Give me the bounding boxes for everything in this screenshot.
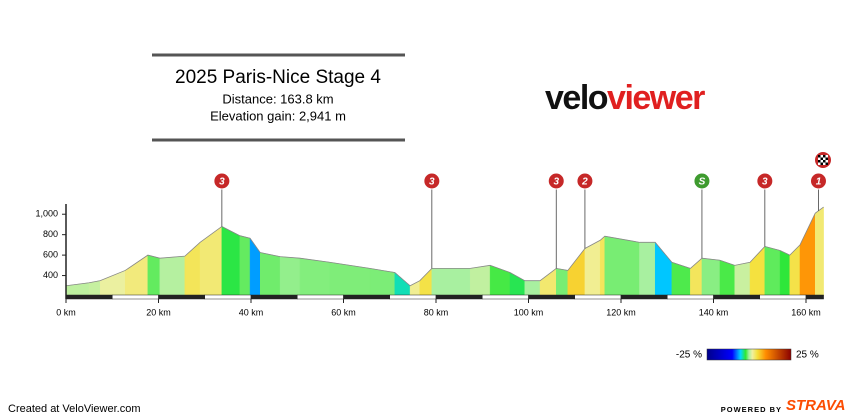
x-tick-label: 0 km xyxy=(56,307,76,317)
climb-label: 3 xyxy=(429,177,435,188)
brand: STRAVA xyxy=(786,397,845,414)
profile-segment xyxy=(147,254,161,297)
profile-segment xyxy=(260,252,281,297)
distance-band xyxy=(667,294,714,300)
distance-band xyxy=(435,294,483,300)
profile-segment xyxy=(556,268,569,297)
profile-segment xyxy=(567,247,586,297)
distance-band xyxy=(112,294,159,300)
distance-band xyxy=(713,294,760,300)
y-tick-label: 400 xyxy=(43,270,58,280)
legend-min: -25 % xyxy=(676,350,702,361)
gradient-legend xyxy=(706,348,792,361)
climb-label: 3 xyxy=(219,177,225,188)
climb-marker xyxy=(213,172,231,190)
profile-segment xyxy=(184,241,201,297)
distance-band xyxy=(528,294,575,300)
x-tick-label: 40 km xyxy=(239,307,264,317)
y-tick-label: 800 xyxy=(43,229,58,239)
climb-marker xyxy=(423,172,441,190)
profile-segment xyxy=(584,239,601,297)
x-tick-label: 160 km xyxy=(791,307,821,317)
logo-part: velo xyxy=(545,79,608,117)
profile-segment xyxy=(249,237,261,297)
created: Created at VeloViewer.com xyxy=(8,403,140,415)
profile-segment xyxy=(604,235,640,297)
x-tick-label: 20 km xyxy=(146,307,171,317)
profile-segment xyxy=(789,244,801,297)
climb-label: 3 xyxy=(762,177,768,188)
title: 2025 Paris-Nice Stage 4 xyxy=(175,67,381,88)
profile-segment xyxy=(764,246,781,297)
x-tick-label: 140 km xyxy=(699,307,729,317)
climb-label: 1 xyxy=(816,177,822,188)
x-tick-label: 100 km xyxy=(514,307,544,317)
climb-marker xyxy=(576,172,594,190)
distance-band xyxy=(482,294,529,300)
profile-segment xyxy=(221,226,241,297)
elevation-gain: Elevation gain: 2,941 m xyxy=(210,108,346,123)
profile-segment xyxy=(779,250,791,297)
logo-part: viewer xyxy=(607,79,705,117)
distance: Distance: 163.8 km xyxy=(222,91,333,106)
y-tick-label: 600 xyxy=(43,249,58,259)
profile-segment xyxy=(419,267,433,297)
distance-band xyxy=(297,294,344,300)
y-tick-label: 1,000 xyxy=(35,209,58,219)
profile-segment xyxy=(799,213,816,297)
climb-label: 3 xyxy=(553,177,559,188)
distance-band xyxy=(759,294,807,300)
profile-segment xyxy=(654,241,673,297)
profile-segment xyxy=(124,254,149,297)
profile-segment xyxy=(599,235,606,297)
x-tick-label: 80 km xyxy=(424,307,449,317)
distance-band xyxy=(805,294,824,300)
climb-label: 2 xyxy=(581,177,588,188)
legend-max: 25 % xyxy=(796,350,819,361)
profile-outline xyxy=(65,206,824,287)
climb-marker xyxy=(809,172,827,190)
distance-band xyxy=(250,294,298,300)
distance-band xyxy=(389,294,437,300)
logo: veloviewer xyxy=(545,79,705,117)
profile-segment xyxy=(815,206,824,297)
climb-marker xyxy=(756,172,774,190)
profile-segment xyxy=(639,242,656,297)
distance-band xyxy=(204,294,252,300)
profile-segment xyxy=(239,235,251,297)
profile-segment xyxy=(159,255,186,297)
climb-label: S xyxy=(699,177,706,188)
distance-band xyxy=(65,294,113,300)
profile-segment xyxy=(539,267,557,297)
profile-segment xyxy=(299,257,330,297)
profile-segment xyxy=(509,272,526,297)
climb-marker xyxy=(693,172,711,190)
climb-marker xyxy=(547,172,565,190)
distance-band xyxy=(158,294,205,300)
profile-segment xyxy=(719,259,736,297)
distance-band xyxy=(574,294,622,300)
distance-band xyxy=(343,294,390,300)
finish-flag xyxy=(815,152,831,168)
profile-segment xyxy=(431,268,471,297)
profile-segment xyxy=(690,257,703,297)
profile-segment xyxy=(524,280,541,297)
powered: POWERED BY xyxy=(721,405,782,414)
profile-segment xyxy=(469,265,491,297)
profile-segment xyxy=(734,261,751,297)
profile-segment xyxy=(199,225,223,297)
x-tick-label: 60 km xyxy=(331,307,356,317)
profile-segment xyxy=(489,264,511,297)
profile-segment xyxy=(65,282,90,297)
profile-segment xyxy=(279,256,301,297)
profile-segment xyxy=(369,268,396,297)
profile-segment xyxy=(88,280,101,297)
profile-segment xyxy=(99,270,126,297)
profile-segment xyxy=(701,257,721,297)
x-tick-label: 120 km xyxy=(606,307,636,317)
distance-band xyxy=(620,294,668,300)
